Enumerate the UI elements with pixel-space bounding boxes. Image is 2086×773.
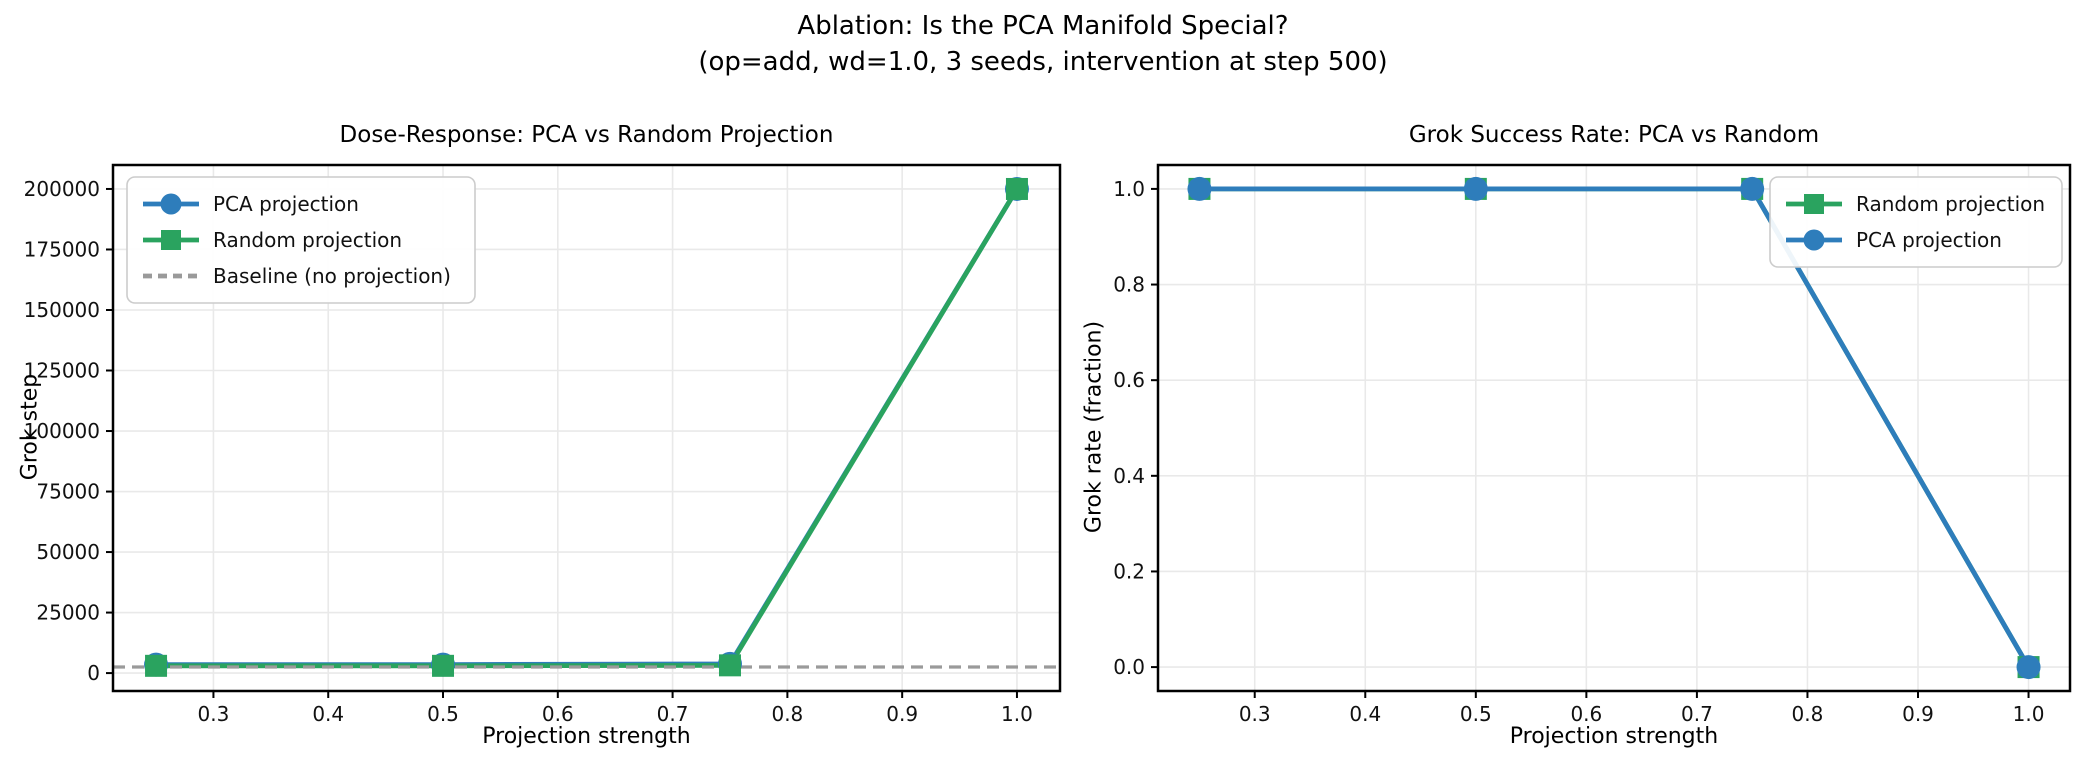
legend-label: Random projection — [1856, 192, 2045, 216]
x-tick-label: 0.5 — [1460, 702, 1492, 726]
axes-spine — [1156, 163, 2072, 693]
y-tick-label: 175000 — [24, 237, 100, 261]
legend-circle-marker-icon — [160, 193, 182, 215]
legend-circle-marker-icon — [1803, 229, 1825, 251]
y-tick-label: 0.4 — [1113, 464, 1145, 488]
y-tick-label: 150000 — [24, 298, 100, 322]
y-tick-label: 125000 — [24, 359, 100, 383]
figure-suptitle-line1: Ablation: Is the PCA Manifold Special? — [797, 11, 1289, 41]
x-tick-label: 0.8 — [1792, 702, 1824, 726]
y-tick-label: 0 — [87, 661, 100, 685]
x-tick-label: 0.6 — [1570, 702, 1602, 726]
x-tick-label: 0.4 — [312, 702, 344, 726]
x-tick-label: 0.7 — [657, 702, 689, 726]
x-tick-label: 0.5 — [427, 702, 459, 726]
x-tick-label: 0.6 — [542, 702, 574, 726]
right-chart-ylabel: Grok rate (fraction) — [1081, 320, 1107, 534]
series-marker-pca-projection — [1463, 176, 1488, 201]
right-chart-xlabel: Projection strength — [1509, 724, 1719, 749]
series-marker-pca-projection — [1740, 176, 1765, 201]
figure-suptitle: Ablation: Is the PCA Manifold Special? (… — [0, 8, 2086, 80]
legend-square-marker-icon — [161, 230, 181, 250]
legend-square-marker-icon — [1804, 194, 1824, 214]
y-tick-label: 75000 — [36, 480, 100, 504]
series-marker-random-projection — [145, 654, 168, 677]
x-tick-label: 0.8 — [771, 702, 803, 726]
x-tick-label: 0.4 — [1349, 702, 1381, 726]
legend-label: PCA projection — [1856, 228, 2002, 252]
y-tick-label: 50000 — [36, 540, 100, 564]
y-tick-label: 0.6 — [1113, 368, 1145, 392]
y-tick-label: 100000 — [24, 419, 100, 443]
y-tick-label: 0.0 — [1113, 655, 1145, 679]
series-marker-random-projection — [1005, 177, 1028, 200]
series-marker-random-projection — [432, 654, 455, 677]
legend-box — [126, 176, 476, 304]
y-tick-label: 0.8 — [1113, 273, 1145, 297]
series-line-pca-projection — [1197, 186, 2031, 670]
legend-box — [1769, 176, 2063, 268]
left-chart-ylabel: Grok step — [17, 373, 43, 481]
series-line-random-projection — [153, 186, 1020, 669]
x-tick-label: 0.9 — [1902, 702, 1934, 726]
x-tick-label: 0.9 — [886, 702, 918, 726]
series-marker-pca-projection — [2016, 655, 2041, 680]
figure-suptitle-line2: (op=add, wd=1.0, 3 seeds, intervention a… — [698, 47, 1388, 77]
y-tick-label: 25000 — [36, 601, 100, 625]
y-tick-label: 1.0 — [1113, 177, 1145, 201]
x-tick-label: 0.3 — [198, 702, 230, 726]
legend-label: Random projection — [213, 228, 402, 252]
x-tick-label: 0.7 — [1681, 702, 1713, 726]
x-tick-label: 0.3 — [1239, 702, 1271, 726]
axes-spine — [111, 163, 1062, 693]
y-tick-label: 0.2 — [1113, 559, 1145, 583]
x-tick-label: 1.0 — [1001, 702, 1033, 726]
series-marker-random-projection — [718, 654, 741, 677]
y-tick-label: 200000 — [24, 177, 100, 201]
right-chart-title: Grok Success Rate: PCA vs Random — [1408, 122, 1820, 148]
left-chart-title: Dose-Response: PCA vs Random Projection — [339, 122, 834, 148]
left-chart-xlabel: Projection strength — [482, 724, 691, 749]
legend-label: Baseline (no projection) — [213, 264, 451, 288]
series-marker-pca-projection — [1187, 176, 1212, 201]
legend-label: PCA projection — [213, 192, 359, 216]
x-tick-label: 1.0 — [2013, 702, 2045, 726]
